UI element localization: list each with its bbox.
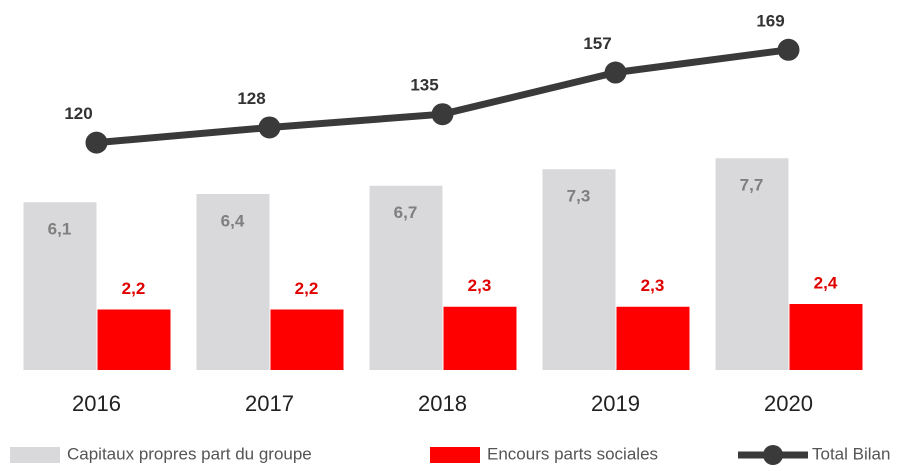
line-point: [431, 103, 454, 126]
data-label: 128: [237, 89, 265, 108]
data-label: 169: [756, 11, 784, 30]
data-label: 2,3: [468, 276, 492, 295]
bar: [23, 202, 97, 370]
data-label: 2,2: [122, 279, 146, 298]
bar: [369, 185, 443, 370]
line: [96, 46, 789, 147]
legend-label: Total Bilan: [812, 444, 890, 463]
data-label: 157: [583, 34, 611, 53]
bar: [196, 194, 270, 370]
legend-swatch: [10, 447, 60, 463]
x-tick-label: 2019: [591, 391, 640, 416]
legend-swatch: [430, 447, 480, 463]
data-label: 2,3: [641, 276, 665, 295]
legend-swatch: [763, 445, 783, 465]
line-point: [85, 131, 108, 154]
data-label: 7,7: [740, 176, 764, 195]
data-label: 2,4: [814, 273, 838, 292]
legend-label: Encours parts sociales: [487, 444, 658, 463]
bar: [97, 309, 171, 370]
data-label: 6,4: [221, 211, 245, 230]
x-tick-label: 2016: [72, 391, 121, 416]
data-label: 135: [410, 76, 438, 95]
bar: [715, 158, 789, 370]
data-label: 2,2: [295, 279, 319, 298]
line-point: [258, 116, 281, 139]
data-label: 120: [64, 104, 92, 123]
legend-label: Capitaux propres part du groupe: [67, 444, 312, 463]
bar: [542, 169, 616, 370]
line-point: [777, 38, 800, 61]
data-label: 6,1: [48, 220, 72, 239]
bar: [443, 306, 517, 370]
bar: [616, 306, 690, 370]
data-label: 7,3: [567, 187, 591, 206]
line-point: [604, 61, 627, 84]
x-tick-label: 2018: [418, 391, 467, 416]
bar: [270, 309, 344, 370]
bar: [789, 304, 863, 370]
x-tick-label: 2017: [245, 391, 294, 416]
data-label: 6,7: [394, 203, 418, 222]
x-tick-label: 2020: [764, 391, 813, 416]
